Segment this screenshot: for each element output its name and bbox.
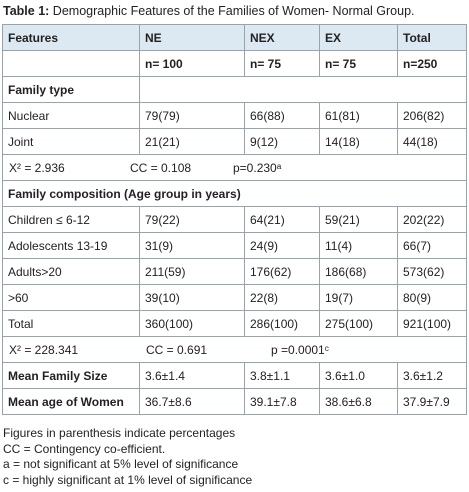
data-cell: n= 75 xyxy=(319,50,398,77)
data-cell: 39.1±7.8 xyxy=(244,388,320,415)
data-cell: 275(100) xyxy=(319,310,398,337)
data-cell: Nuclear xyxy=(2,102,140,129)
table-row: X² = 228.341 CC = 0.691 p =0.0001ᶜ xyxy=(2,336,467,363)
caption-text: Demographic Features of the Families of … xyxy=(52,4,415,18)
header-cell: NEX xyxy=(244,24,320,51)
table-row: Adults>20 211(59) 176(62) 186(68) 573(62) xyxy=(2,258,467,285)
data-cell: 21(21) xyxy=(139,128,245,155)
stat-cell: X² = 228.341 CC = 0.691 p =0.0001ᶜ xyxy=(2,336,467,363)
data-cell: 79(79) xyxy=(139,102,245,129)
data-cell: 64(21) xyxy=(244,206,320,233)
data-cell: >60 xyxy=(2,284,140,311)
data-cell: 360(100) xyxy=(139,310,245,337)
data-cell: 39(10) xyxy=(139,284,245,311)
data-cell: 286(100) xyxy=(244,310,320,337)
table-row: Adolescents 13-19 31(9) 24(9) 11(4) 66(7) xyxy=(2,232,467,259)
data-cell: 37.9±7.9 xyxy=(397,388,467,415)
data-cell: 3.8±1.1 xyxy=(244,362,320,389)
table-row: >60 39(10) 22(8) 19(7) 80(9) xyxy=(2,284,467,311)
table-row: Joint 21(21) 9(12) 14(18) 44(18) xyxy=(2,128,467,155)
stat-cell: X² = 2.936 CC = 0.108 p=0.230ᵃ xyxy=(2,154,467,181)
data-cell: Mean Family Size xyxy=(2,362,140,389)
stat-text: p=0.230ᵃ xyxy=(233,161,282,175)
data-cell: n= 100 xyxy=(139,50,245,77)
data-cell: Total xyxy=(2,310,140,337)
stat-text: X² = 228.341 xyxy=(9,343,79,357)
header-cell: EX xyxy=(319,24,398,51)
data-cell: 3.6±1.2 xyxy=(397,362,467,389)
stat-text: X² = 2.936 xyxy=(9,161,65,175)
footnote: CC = Contingency co-efficient. xyxy=(3,441,166,456)
data-cell: 66(7) xyxy=(397,232,467,259)
data-cell: Adults>20 xyxy=(2,258,140,285)
data-cell: 9(12) xyxy=(244,128,320,155)
data-cell: 79(22) xyxy=(139,206,245,233)
header-cell: Features xyxy=(2,24,140,51)
data-cell: 186(68) xyxy=(319,258,398,285)
data-cell: 206(82) xyxy=(397,102,467,129)
stat-text: p =0.0001ᶜ xyxy=(271,343,329,357)
data-cell: 211(59) xyxy=(139,258,245,285)
data-cell: 80(9) xyxy=(397,284,467,311)
table-row: Family type xyxy=(2,76,467,103)
footnotes: Figures in parenthesis indicate percenta… xyxy=(3,426,252,488)
empty-cell xyxy=(139,76,467,103)
caption-label: Table 1: xyxy=(3,4,50,18)
data-cell: 3.6±1.4 xyxy=(139,362,245,389)
data-cell: 14(18) xyxy=(319,128,398,155)
data-cell: 31(9) xyxy=(139,232,245,259)
table-caption: Table 1: Demographic Features of the Fam… xyxy=(3,4,415,18)
footnote: c = highly significant at 1% level of si… xyxy=(3,472,253,487)
data-cell: n=250 xyxy=(397,50,467,77)
empty-cell xyxy=(2,50,140,77)
data-cell: 176(62) xyxy=(244,258,320,285)
table-row: Total 360(100) 286(100) 275(100) 921(100) xyxy=(2,310,467,337)
data-cell: 573(62) xyxy=(397,258,467,285)
footnote: a = not significant at 5% level of signi… xyxy=(3,457,239,471)
data-cell: 59(21) xyxy=(319,206,398,233)
footnote: Figures in parenthesis indicate percenta… xyxy=(3,426,236,440)
table-row: Family composition (Age group in years) xyxy=(2,180,467,207)
data-cell: 24(9) xyxy=(244,232,320,259)
header-cell: Total xyxy=(397,24,467,51)
table-row: n= 100 n= 75 n= 75 n=250 xyxy=(2,50,467,77)
data-cell: 44(18) xyxy=(397,128,467,155)
data-cell: 36.7±8.6 xyxy=(139,388,245,415)
data-cell: 921(100) xyxy=(397,310,467,337)
data-cell: 38.6±6.8 xyxy=(319,388,398,415)
data-cell: Joint xyxy=(2,128,140,155)
data-cell: n= 75 xyxy=(244,50,320,77)
data-cell: Mean age of Women xyxy=(2,388,140,415)
table-row: Children ≤ 6-12 79(22) 64(21) 59(21) 202(22) xyxy=(2,206,467,233)
data-cell: 61(81) xyxy=(319,102,398,129)
data-cell: 19(7) xyxy=(319,284,398,311)
table-row: X² = 2.936 CC = 0.108 p=0.230ᵃ xyxy=(2,154,467,181)
section-cell: Family composition (Age group in years) xyxy=(2,180,467,207)
header-cell: NE xyxy=(139,24,245,51)
header-row: Features NE NEX EX Total xyxy=(2,24,467,51)
stat-text: CC = 0.691 xyxy=(146,343,208,357)
table-row: Mean age of Women 36.7±8.6 39.1±7.8 38.6±6.… xyxy=(2,388,467,415)
data-cell: 11(4) xyxy=(319,232,398,259)
table-row: Nuclear 79(79) 66(88) 61(81) 206(82) xyxy=(2,102,467,129)
stat-text: CC = 0.108 xyxy=(130,161,192,175)
data-cell: Adolescents 13-19 xyxy=(2,232,140,259)
table-row: Mean Family Size 3.6±1.4 3.8±1.1 3.6±1.0 3.6… xyxy=(2,362,467,389)
data-cell: 202(22) xyxy=(397,206,467,233)
data-cell: 22(8) xyxy=(244,284,320,311)
section-cell: Family type xyxy=(2,76,140,103)
data-cell: 66(88) xyxy=(244,102,320,129)
data-cell: 3.6±1.0 xyxy=(319,362,398,389)
data-table: Features NE NEX EX Total n= 100 n= 75 n= 75 n=25… xyxy=(2,24,467,415)
data-cell: Children ≤ 6-12 xyxy=(2,206,140,233)
